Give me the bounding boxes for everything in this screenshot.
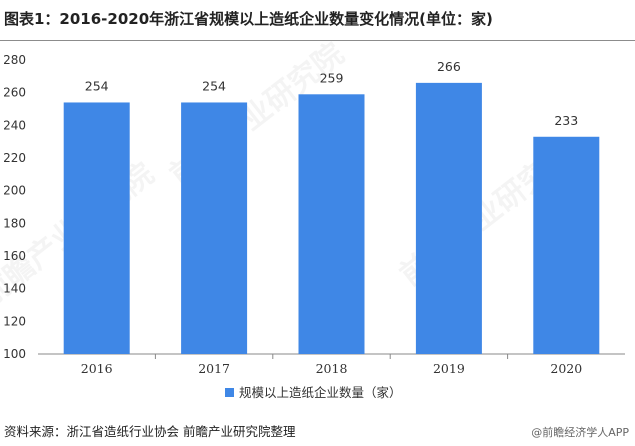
y-tick-label: 260 bbox=[3, 86, 26, 100]
bar bbox=[415, 82, 482, 354]
bar bbox=[298, 94, 365, 355]
y-tick-label: 280 bbox=[3, 53, 26, 67]
x-tick-label: 2017 bbox=[198, 361, 230, 376]
y-tick-label: 220 bbox=[3, 151, 26, 165]
legend-label: 规模以上造纸企业数量（家） bbox=[239, 385, 402, 400]
y-tick-label: 100 bbox=[3, 347, 26, 361]
bar bbox=[181, 102, 248, 354]
data-label: 259 bbox=[320, 70, 344, 85]
brand-mark: @前瞻经济学人APP bbox=[531, 426, 629, 439]
data-label: 233 bbox=[554, 113, 578, 128]
y-tick-label: 140 bbox=[3, 282, 26, 296]
data-label: 254 bbox=[85, 78, 109, 93]
x-tick-label: 2018 bbox=[316, 361, 348, 376]
data-label: 254 bbox=[202, 78, 226, 93]
x-tick-label: 2020 bbox=[550, 361, 582, 376]
y-tick-label: 180 bbox=[3, 216, 26, 230]
y-tick-label: 120 bbox=[3, 314, 26, 328]
y-tick-label: 200 bbox=[3, 184, 26, 198]
x-tick-label: 2019 bbox=[433, 361, 465, 376]
x-tick-label: 2016 bbox=[81, 361, 113, 376]
bar bbox=[63, 102, 130, 354]
title-divider bbox=[0, 40, 635, 41]
bar bbox=[533, 136, 600, 354]
legend-swatch bbox=[225, 388, 234, 397]
data-label: 266 bbox=[437, 59, 461, 74]
y-tick-label: 160 bbox=[3, 249, 26, 263]
y-tick-label: 240 bbox=[3, 118, 26, 132]
source-note: 资料来源：浙江省造纸行业协会 前瞻产业研究院整理 bbox=[4, 424, 296, 439]
chart-title: 图表1：2016-2020年浙江省规模以上造纸企业数量变化情况(单位：家) bbox=[4, 10, 493, 28]
